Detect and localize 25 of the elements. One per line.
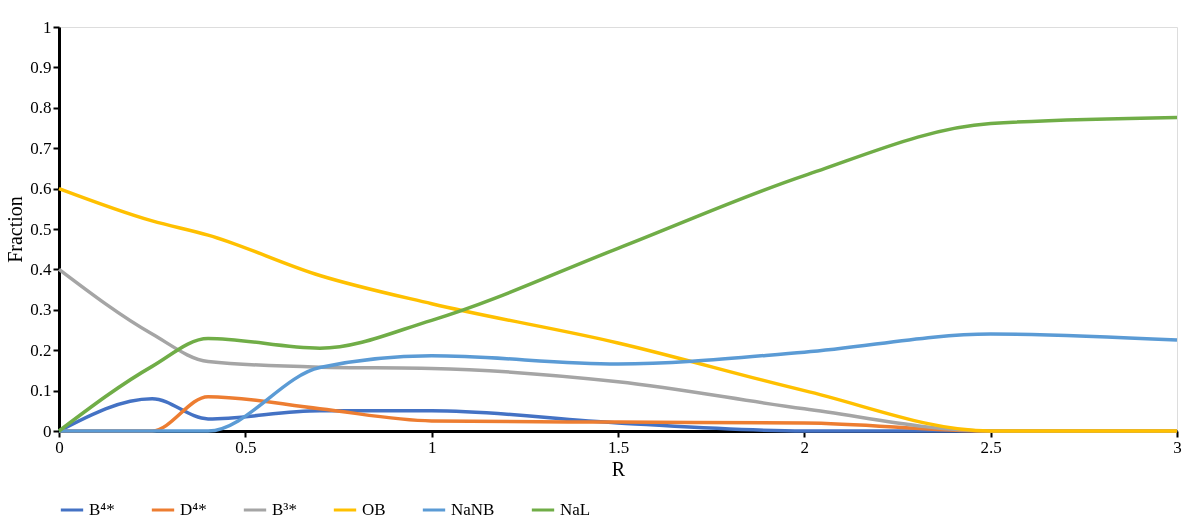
x-tick-label: 2 xyxy=(800,437,810,457)
y-tick-label: 0.9 xyxy=(30,57,52,77)
y-tick-label: 0.4 xyxy=(30,259,52,279)
x-tick-label: 3 xyxy=(1173,437,1182,457)
legend-label: B³* xyxy=(272,500,297,519)
y-tick-label: 0.2 xyxy=(30,340,52,360)
y-tick-label: 0 xyxy=(43,421,52,441)
x-tick-label: 1 xyxy=(427,437,437,457)
legend-label: OB xyxy=(362,500,386,519)
y-tick-label: 0.5 xyxy=(30,219,52,239)
legend-label: B⁴* xyxy=(89,500,115,519)
y-tick-label: 0.3 xyxy=(30,300,52,320)
legend-label: NaNB xyxy=(451,500,495,519)
x-axis-title: R xyxy=(611,457,626,480)
x-tick-label: 1.5 xyxy=(607,437,630,457)
y-tick-label: 0.8 xyxy=(30,98,52,118)
y-tick-label: 0.7 xyxy=(30,138,52,158)
y-tick-label: 1 xyxy=(43,17,52,37)
y-tick-label: 0.1 xyxy=(30,381,52,401)
y-axis-title: Fraction xyxy=(4,196,27,263)
legend-label: NaL xyxy=(560,500,591,519)
x-tick-label: 2.5 xyxy=(980,437,1002,457)
x-tick-label: 0.5 xyxy=(235,437,257,457)
y-tick-label: 0.6 xyxy=(30,179,52,199)
legend-label: D⁴* xyxy=(180,500,207,519)
